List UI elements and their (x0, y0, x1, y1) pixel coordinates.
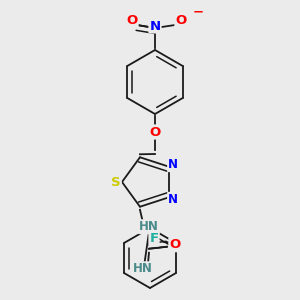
Text: F: F (149, 232, 158, 245)
Text: −: − (193, 6, 204, 19)
Text: HN: HN (133, 262, 153, 275)
Text: S: S (111, 176, 121, 188)
Text: O: O (169, 238, 181, 251)
Text: N: N (149, 20, 161, 32)
Text: O: O (149, 125, 161, 139)
Text: HN: HN (139, 220, 159, 233)
Text: O: O (126, 14, 138, 28)
Text: O: O (176, 14, 187, 28)
Text: N: N (168, 193, 178, 206)
Text: N: N (168, 158, 178, 171)
